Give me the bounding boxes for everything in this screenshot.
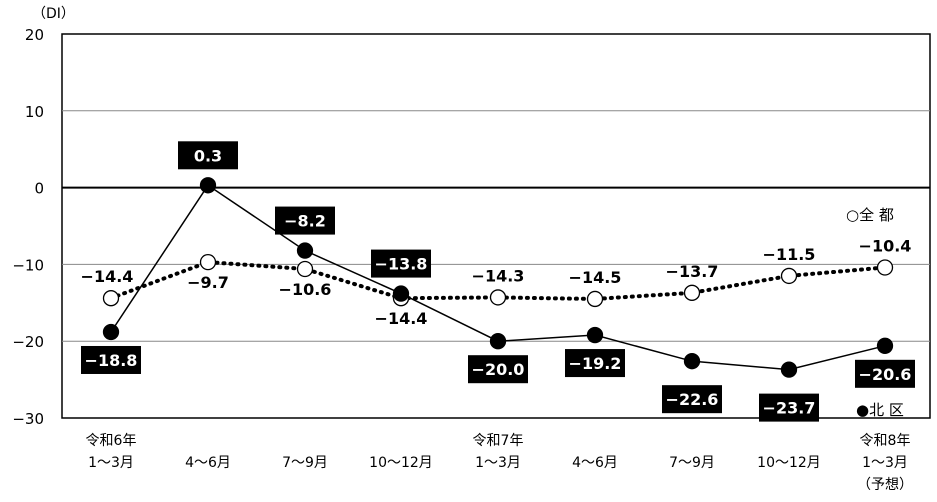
kita-data-label: −22.6 <box>666 390 719 409</box>
series-data-labels: −14.4 −9.7 −10.6 −14.4 −14.3 −14.5 −13.7 −11.5 −… <box>81 141 915 422</box>
kita-data-label: −19.2 <box>569 354 622 373</box>
filled-point-marker <box>296 242 314 259</box>
kita-data-label-box <box>759 393 819 422</box>
x-category-label: 1～3月 <box>475 455 521 471</box>
kita-data-label-box <box>81 345 141 374</box>
kita-data-label: −18.8 <box>85 351 138 370</box>
kita-data-label-box <box>371 249 431 278</box>
x-axis-categories: 令和6年 1～3月 4～6月 7～9月 10～12月 令和7年 1～3月 4～6月 7～9月 10… <box>86 433 913 493</box>
kita-data-label-box <box>662 385 722 414</box>
series-markers <box>102 177 894 378</box>
y-tick-label: 10 <box>25 103 44 121</box>
open-point-marker <box>489 289 507 306</box>
open-point-marker <box>199 253 217 271</box>
kita-data-label: −13.8 <box>375 255 428 274</box>
y-tick-label: −10 <box>12 256 44 274</box>
kita-data-label-box <box>855 359 915 388</box>
y-axis-ticks: 20 10 0 −10 −20 −30 <box>12 26 44 428</box>
open-point-marker <box>102 290 120 307</box>
x-category-label: 7～9月 <box>669 455 715 471</box>
x-category-label: 4～6月 <box>572 455 618 471</box>
all-tokyo-data-label: −14.4 <box>375 309 428 328</box>
all-tokyo-data-label: −14.5 <box>569 268 622 287</box>
y-tick-label: −30 <box>12 410 44 428</box>
legend-item-all-tokyo: ○全 都 <box>846 206 894 224</box>
all-tokyo-data-label: −9.7 <box>187 273 229 292</box>
kita-data-label: 0.3 <box>194 146 222 165</box>
x-category-label: 4～6月 <box>185 455 231 471</box>
all-tokyo-data-label: −13.7 <box>666 262 719 281</box>
kita-data-label: −8.2 <box>284 212 326 231</box>
open-point-marker <box>876 259 894 276</box>
y-axis-unit-label: （DI） <box>32 6 75 22</box>
all-tokyo-data-label: −14.4 <box>81 267 134 286</box>
all-tokyo-data-label: −10.6 <box>279 280 332 299</box>
filled-point-marker <box>586 326 604 344</box>
y-tick-label: 0 <box>34 180 44 198</box>
all-tokyo-data-label: −10.4 <box>859 236 912 255</box>
kita-data-label-box <box>468 355 528 384</box>
filled-point-marker <box>780 361 798 378</box>
x-category-label: 1～3月 <box>862 455 908 471</box>
open-point-marker <box>296 260 314 278</box>
x-category-label: 1～3月 <box>88 455 134 471</box>
kita-data-label-box <box>565 349 625 378</box>
open-point-marker <box>780 267 798 285</box>
x-category-label: 令和6年 <box>86 433 137 449</box>
x-category-label: 10～12月 <box>369 455 433 471</box>
kita-data-label: −20.6 <box>859 365 912 384</box>
filled-point-marker <box>489 333 507 350</box>
plot-frame <box>61 33 931 419</box>
x-category-label: 7～9月 <box>282 455 328 471</box>
x-category-label: （予想） <box>857 477 913 493</box>
kita-data-label-box <box>178 141 238 170</box>
filled-point-marker <box>683 353 701 370</box>
filled-point-marker <box>392 285 410 302</box>
filled-point-marker <box>876 337 894 354</box>
kita-data-label: −23.7 <box>763 399 816 418</box>
legend-item-kita: ●北 区 <box>856 401 904 419</box>
y-tick-label: 20 <box>25 26 44 44</box>
kita-data-label-box <box>275 206 335 235</box>
filled-point-marker <box>199 177 217 194</box>
x-category-label: 令和8年 <box>860 433 911 449</box>
x-category-label: 令和7年 <box>473 433 524 449</box>
x-category-label: 10～12月 <box>757 455 821 471</box>
y-tick-label: −20 <box>12 333 44 351</box>
filled-point-marker <box>102 323 120 341</box>
legend: ○全 都 ●北 区 <box>846 206 904 419</box>
kita-data-label: −20.0 <box>472 360 525 379</box>
open-point-marker <box>683 284 701 301</box>
all-tokyo-data-label: −14.3 <box>472 266 525 285</box>
all-tokyo-data-label: −11.5 <box>763 245 816 264</box>
open-point-marker <box>586 290 604 308</box>
